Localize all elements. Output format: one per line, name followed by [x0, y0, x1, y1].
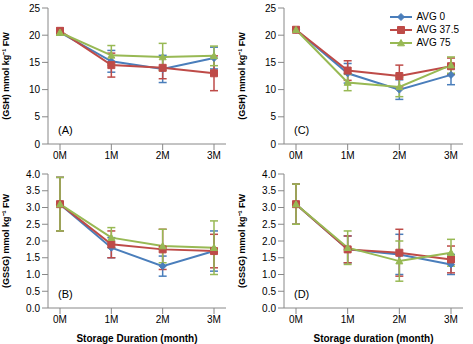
svg-text:5: 5: [34, 111, 40, 122]
html-text:(B): (B): [58, 288, 73, 300]
html-text:AVG 0: AVG 0: [416, 11, 446, 22]
html-text:AVG 75: AVG 75: [416, 37, 451, 48]
svg-text:2.0: 2.0: [26, 236, 40, 247]
svg-text:0M: 0M: [289, 150, 303, 161]
svg-text:4.0: 4.0: [262, 169, 276, 180]
svg-text:0: 0: [270, 139, 276, 150]
svg-text:1.0: 1.0: [26, 269, 40, 280]
svg-text:25: 25: [29, 3, 41, 14]
svg-text:0.0: 0.0: [26, 303, 40, 314]
svg-text:15: 15: [265, 57, 277, 68]
svg-text:2.0: 2.0: [262, 236, 276, 247]
svg-text:0.0: 0.0: [262, 303, 276, 314]
svg-text:0.5: 0.5: [262, 286, 276, 297]
svg-text:1.0: 1.0: [262, 269, 276, 280]
svg-text:3.5: 3.5: [262, 185, 276, 196]
svg-text:0.5: 0.5: [26, 286, 40, 297]
html-text:AVG 37.5: AVG 37.5: [416, 24, 459, 35]
svg-text:(GSSG) mmol kg⁻¹ FW: (GSSG) mmol kg⁻¹ FW: [8, 193, 11, 288]
svg-text:20: 20: [29, 30, 41, 41]
svg-text:3.5: 3.5: [26, 185, 40, 196]
svg-text:15: 15: [29, 57, 41, 68]
svg-text:1M: 1M: [341, 150, 355, 161]
svg-text:25: 25: [265, 3, 277, 14]
svg-text:Storage duration (month): Storage duration (month): [314, 333, 434, 344]
svg-text:1M: 1M: [341, 314, 355, 325]
svg-text:0M: 0M: [53, 150, 67, 161]
svg-text:3M: 3M: [444, 314, 458, 325]
svg-text:Storage Duration (month): Storage Duration (month): [76, 333, 197, 344]
svg-text:3M: 3M: [207, 150, 221, 161]
svg-text:(GSH) mmol kg⁻¹ FW: (GSH) mmol kg⁻¹ FW: [8, 32, 11, 120]
svg-text:0M: 0M: [289, 314, 303, 325]
svg-text:3.0: 3.0: [262, 202, 276, 213]
svg-text:10: 10: [265, 84, 277, 95]
svg-text:20: 20: [265, 30, 277, 41]
svg-text:(GSH) mmol kg⁻¹ FW: (GSH) mmol kg⁻¹ FW: [237, 32, 247, 120]
svg-text:5: 5: [270, 111, 276, 122]
svg-text:1.5: 1.5: [26, 252, 40, 263]
svg-text:3M: 3M: [444, 150, 458, 161]
svg-text:3M: 3M: [207, 314, 221, 325]
svg-text:2.5: 2.5: [262, 219, 276, 230]
svg-text:2M: 2M: [392, 150, 406, 161]
svg-text:0M: 0M: [53, 314, 67, 325]
svg-text:2M: 2M: [156, 150, 170, 161]
svg-text:2M: 2M: [156, 314, 170, 325]
svg-text:0: 0: [34, 139, 40, 150]
svg-text:1.5: 1.5: [262, 252, 276, 263]
svg-text:4.0: 4.0: [26, 169, 40, 180]
svg-text:(GSSG) mmol kg⁻¹ FW: (GSSG) mmol kg⁻¹ FW: [237, 193, 247, 288]
html-text:(A): (A): [58, 124, 73, 136]
svg-text:10: 10: [29, 84, 41, 95]
svg-text:2.5: 2.5: [26, 219, 40, 230]
html-text:(C): (C): [294, 124, 310, 136]
svg-text:2M: 2M: [392, 314, 406, 325]
svg-text:3.0: 3.0: [26, 202, 40, 213]
html-text:(D): (D): [294, 288, 310, 300]
svg-text:1M: 1M: [104, 150, 118, 161]
svg-text:1M: 1M: [104, 314, 118, 325]
